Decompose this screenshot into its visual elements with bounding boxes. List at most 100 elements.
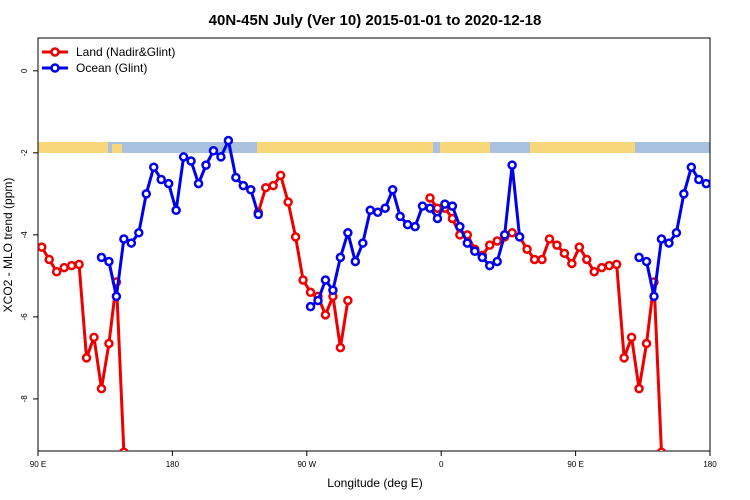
data-point xyxy=(126,238,137,248)
data-point xyxy=(462,238,473,248)
data-point xyxy=(89,332,99,343)
data-point xyxy=(656,234,667,244)
data-point xyxy=(395,211,405,222)
data-point xyxy=(589,267,600,277)
data-point xyxy=(529,254,540,265)
data-point xyxy=(484,240,495,250)
data-point xyxy=(44,254,54,265)
data-point xyxy=(626,332,637,343)
data-point xyxy=(66,260,77,271)
data-point xyxy=(156,174,166,185)
data-point xyxy=(305,301,316,312)
y-tick-label: -2 xyxy=(20,149,29,157)
data-point xyxy=(574,242,585,252)
data-point xyxy=(417,201,428,211)
x-tick-label: 90 W xyxy=(297,460,316,469)
data-point xyxy=(178,152,189,162)
data-point xyxy=(305,287,316,298)
data-point xyxy=(231,172,241,183)
x-axis-label: Longitude (deg E) xyxy=(327,476,422,490)
data-point xyxy=(492,256,502,267)
data-point xyxy=(425,193,435,203)
x-tick-label: 0 xyxy=(439,460,444,469)
data-point xyxy=(641,256,652,267)
data-point xyxy=(96,383,107,394)
data-point xyxy=(134,228,144,238)
data-point xyxy=(432,213,443,224)
data-point xyxy=(470,246,480,257)
data-point xyxy=(163,178,174,189)
data-point xyxy=(552,240,562,250)
data-point xyxy=(365,205,376,216)
data-point xyxy=(313,295,323,306)
y-tick-label: -8 xyxy=(20,395,29,403)
plot-area xyxy=(38,135,710,451)
data-point xyxy=(477,252,488,263)
band-land xyxy=(38,142,108,153)
data-point xyxy=(328,285,338,295)
data-point xyxy=(522,244,532,254)
data-point xyxy=(402,219,413,230)
data-point xyxy=(507,160,517,170)
data-point xyxy=(223,135,234,146)
data-point xyxy=(582,254,592,265)
data-point xyxy=(253,209,264,220)
data-point xyxy=(537,254,547,265)
data-point xyxy=(343,228,353,238)
data-point xyxy=(641,338,652,349)
data-point xyxy=(119,447,129,451)
data-point xyxy=(701,178,710,189)
data-point xyxy=(320,275,331,285)
data-point xyxy=(671,228,682,238)
data-point xyxy=(238,180,249,191)
data-point xyxy=(507,228,517,238)
legend-marker xyxy=(50,63,60,73)
data-point xyxy=(544,234,555,244)
y-tick-label: -4 xyxy=(20,231,29,239)
band-land xyxy=(440,142,490,153)
data-point xyxy=(51,267,62,277)
data-point xyxy=(649,291,659,302)
data-point xyxy=(193,178,204,189)
band-land xyxy=(257,142,433,153)
y-axis-label: XCO2 - MLO trend (ppm) xyxy=(1,178,15,313)
data-point xyxy=(387,184,398,195)
data-point xyxy=(96,252,107,263)
data-point xyxy=(216,152,226,162)
data-point xyxy=(320,310,331,320)
chart-title: 40N-45N July (Ver 10) 2015-01-01 to 2020… xyxy=(209,12,542,29)
legend-label: Land (Nadir&Glint) xyxy=(76,45,175,59)
data-point xyxy=(484,260,495,271)
data-point xyxy=(679,189,689,199)
data-point xyxy=(350,256,361,267)
data-point xyxy=(335,252,346,263)
series-line xyxy=(40,172,663,451)
data-point xyxy=(275,170,286,181)
data-point xyxy=(298,275,308,285)
legend-label: Ocean (Glint) xyxy=(76,61,147,75)
data-point xyxy=(372,207,383,218)
data-point xyxy=(343,295,353,306)
x-tick-label: 90 E xyxy=(567,460,583,469)
y-tick-label: 0 xyxy=(20,68,29,73)
data-point xyxy=(358,238,368,248)
data-point xyxy=(141,189,152,199)
data-point xyxy=(201,160,211,170)
data-point xyxy=(119,234,129,244)
data-point xyxy=(111,291,122,302)
data-point xyxy=(634,252,644,263)
plot-frame xyxy=(37,37,711,452)
data-point xyxy=(656,447,667,451)
data-point xyxy=(514,232,525,242)
data-point xyxy=(186,156,196,166)
data-point xyxy=(74,259,84,270)
data-point xyxy=(59,262,69,273)
data-point xyxy=(104,256,114,267)
data-point xyxy=(567,258,577,269)
x-tick-label: 90 E xyxy=(30,460,46,469)
data-point xyxy=(148,162,159,172)
data-point xyxy=(694,174,704,185)
data-point xyxy=(81,353,92,363)
land-ocean-band xyxy=(38,142,710,153)
